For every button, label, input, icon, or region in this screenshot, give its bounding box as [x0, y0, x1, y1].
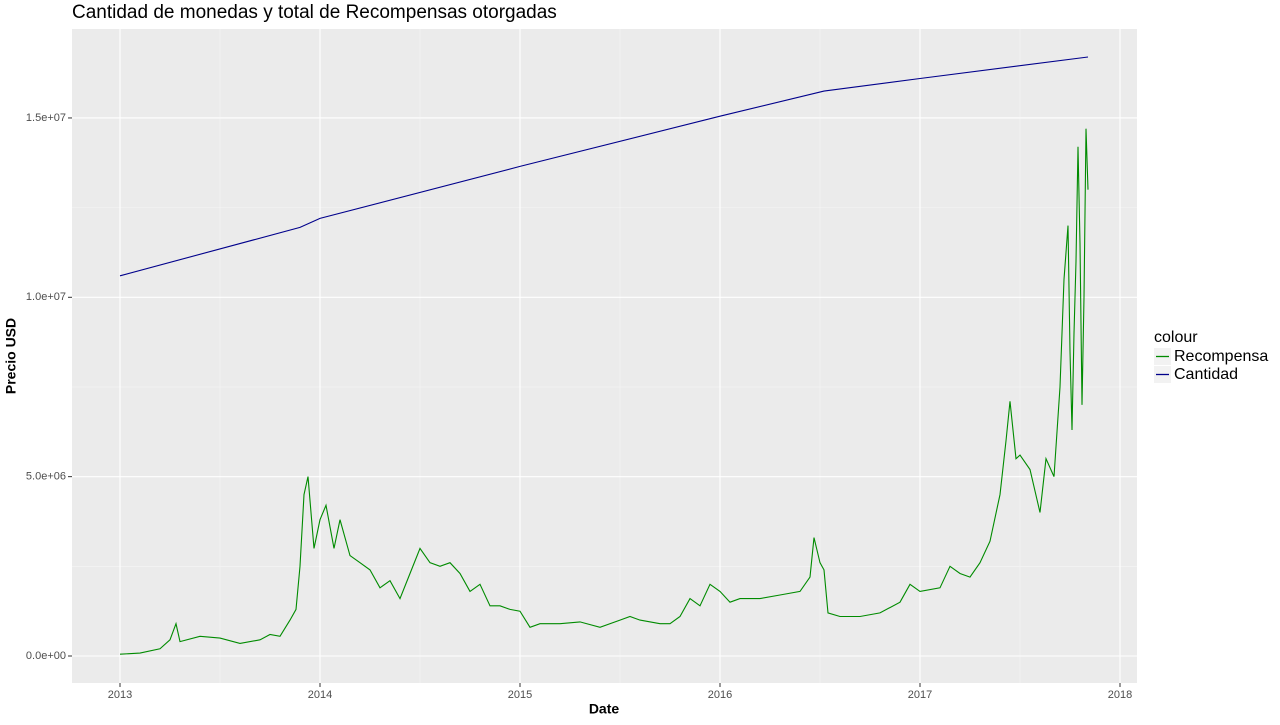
line — [119, 56, 1089, 277]
x-tick-label: 2015 — [508, 689, 532, 701]
legend-label: Recompensa — [1174, 348, 1268, 365]
x-axis-label: Date — [589, 701, 620, 717]
legend-title: colour — [1154, 329, 1198, 346]
x-tick-label: 2017 — [908, 689, 932, 701]
x-tick-label: 2016 — [708, 689, 732, 701]
line — [119, 128, 1089, 655]
y-tick-label: 0.0e+00 — [26, 650, 66, 662]
y-tick-label: 1.0e+07 — [26, 291, 66, 303]
chart-title: Cantidad de monedas y total de Recompens… — [72, 2, 557, 23]
x-tick-label: 2018 — [1108, 689, 1132, 701]
x-tick-label: 2014 — [308, 689, 332, 701]
panel — [72, 29, 1137, 683]
x-tick-label: 2013 — [108, 689, 132, 701]
y-tick-label: 5.0e+06 — [26, 471, 66, 483]
legend-label: Cantidad — [1174, 366, 1238, 383]
y-axis-label: Precio USD — [3, 318, 19, 394]
y-tick-label: 1.5e+07 — [26, 112, 66, 124]
